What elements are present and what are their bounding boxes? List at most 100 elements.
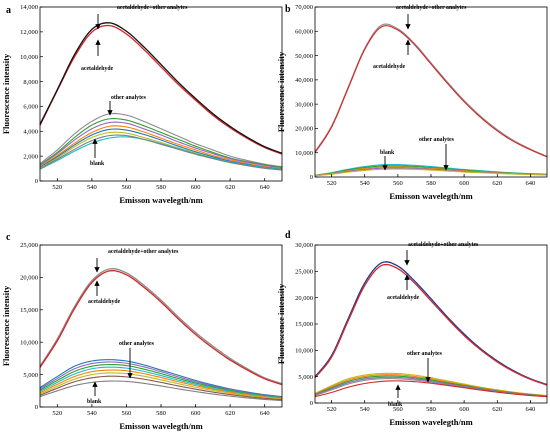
y-tick-label: 40,000 [295, 77, 313, 84]
y-tick-label: 70,000 [295, 4, 313, 11]
x-tick-label: 580 [156, 410, 166, 417]
x-tick-label: 580 [426, 180, 436, 187]
series-line [39, 375, 283, 401]
chart-panel-b: b 520 540 560 580 600 620 640 0 10,000 20,000 30,00… [276, 4, 548, 201]
y-tick-label: 15,000 [295, 321, 313, 328]
series-line [39, 118, 283, 168]
series-line [39, 363, 283, 399]
y-tick-label: 50,000 [295, 53, 313, 60]
y-tick-label: 60,000 [295, 28, 313, 35]
x-tick-label: 540 [87, 410, 97, 417]
y-tick-label: 2,000 [23, 153, 38, 160]
annotation-label: acetaldehyde+other analytes [108, 249, 179, 255]
series-line [39, 22, 283, 154]
x-tick-label: 600 [459, 406, 469, 413]
panel-letter: d [285, 230, 291, 241]
x-tick-label: 560 [393, 406, 403, 413]
series-line [39, 380, 283, 402]
x-tick-label: 620 [225, 184, 235, 191]
y-tick-label: 5,000 [298, 374, 313, 381]
x-tick-label: 520 [327, 406, 337, 413]
series-line [39, 134, 283, 171]
x-tick-label: 640 [260, 410, 270, 417]
x-tick-label: 620 [492, 406, 502, 413]
y-tick-label: 10,000 [295, 150, 313, 157]
series-line [39, 361, 283, 398]
series-line [39, 121, 283, 169]
y-tick-label: 25,000 [20, 242, 38, 249]
annotation-label: blank [90, 161, 105, 167]
x-tick-label: 540 [87, 184, 97, 191]
series-line [314, 380, 548, 398]
x-tick-label: 560 [393, 180, 403, 187]
x-tick-label: 600 [191, 184, 201, 191]
y-axis-label: Fluorescence intensity [276, 283, 286, 364]
annotation-label: acetaldehyde [81, 66, 114, 72]
x-tick-label: 640 [260, 184, 270, 191]
x-tick-label: 560 [122, 184, 132, 191]
x-tick-label: 540 [360, 406, 370, 413]
chart-panel-d: d 520 540 560 580 600 620 640 0 5,000 10,000 15,000… [276, 230, 548, 427]
x-tick-label: 520 [327, 180, 337, 187]
panel-letter: b [285, 4, 291, 15]
x-axis-label: Emisson wavelegth/nm [119, 195, 202, 205]
series-line [39, 366, 283, 399]
x-tick-label: 520 [52, 184, 62, 191]
y-tick-label: 15,000 [20, 307, 38, 314]
chart-panel-c: c 520 540 560 580 600 620 640 0 5,000 10,000 15,000… [1, 232, 283, 431]
annotation-label: blank [87, 399, 102, 405]
x-tick-label: 640 [526, 180, 536, 187]
y-tick-label: 5,000 [23, 372, 38, 379]
series-line [39, 359, 283, 398]
y-tick-label: 0 [35, 178, 38, 185]
y-tick-label: 6,000 [23, 104, 38, 111]
x-axis-label: Emisson wavelegth/nm [389, 417, 472, 427]
series-line [314, 261, 548, 386]
y-tick-label: 30,000 [295, 101, 313, 108]
annotation-label: acetaldehyde+other analytes [117, 5, 188, 11]
series-line [39, 369, 283, 399]
y-tick-label: 10,000 [295, 348, 313, 355]
x-tick-label: 620 [492, 180, 502, 187]
x-axis-label: Emisson wavelegth/nm [389, 191, 472, 201]
annotation-label: other analytes [419, 137, 455, 143]
series-line [39, 125, 283, 170]
y-tick-label: 8,000 [23, 79, 38, 86]
series-line [39, 267, 283, 385]
x-tick-label: 540 [360, 180, 370, 187]
y-tick-label: 20,000 [295, 295, 313, 302]
y-tick-label: 10,000 [20, 339, 38, 346]
x-tick-label: 600 [459, 180, 469, 187]
x-tick-label: 580 [156, 184, 166, 191]
series-line [39, 372, 283, 400]
x-axis-label: Emisson wavelegth/nm [119, 421, 202, 431]
y-axis-label: Fluorescence intensity [276, 51, 286, 132]
y-tick-label: 10,000 [20, 54, 38, 61]
x-tick-label: 600 [191, 410, 201, 417]
annotation-label: acetaldehyde [373, 64, 406, 70]
series-line [314, 25, 548, 158]
plot-frame [39, 6, 283, 182]
y-tick-label: 25,000 [295, 269, 313, 276]
x-tick-label: 520 [52, 410, 62, 417]
annotation-label: acetaldehyde+other analytes [396, 5, 467, 11]
y-axis-label: Fluorescence intensity [1, 53, 11, 134]
y-tick-label: 12,000 [20, 29, 38, 36]
annotation-label: blank [380, 150, 395, 156]
y-tick-label: 30,000 [295, 242, 313, 249]
y-tick-label: 20,000 [295, 126, 313, 133]
series-line [39, 112, 283, 168]
annotation-label: blank [388, 402, 403, 408]
series-line [39, 24, 283, 155]
panel-letter: c [6, 232, 11, 243]
annotation-label: other analytes [111, 95, 147, 101]
y-tick-label: 14,000 [20, 4, 38, 11]
x-tick-label: 560 [122, 410, 132, 417]
y-tick-label: 0 [310, 400, 313, 407]
y-tick-label: 0 [35, 404, 38, 411]
annotation-label: acetaldehyde [387, 295, 420, 301]
y-tick-label: 20,000 [20, 275, 38, 282]
annotation-label: other analytes [407, 351, 443, 357]
series-line [39, 128, 283, 170]
